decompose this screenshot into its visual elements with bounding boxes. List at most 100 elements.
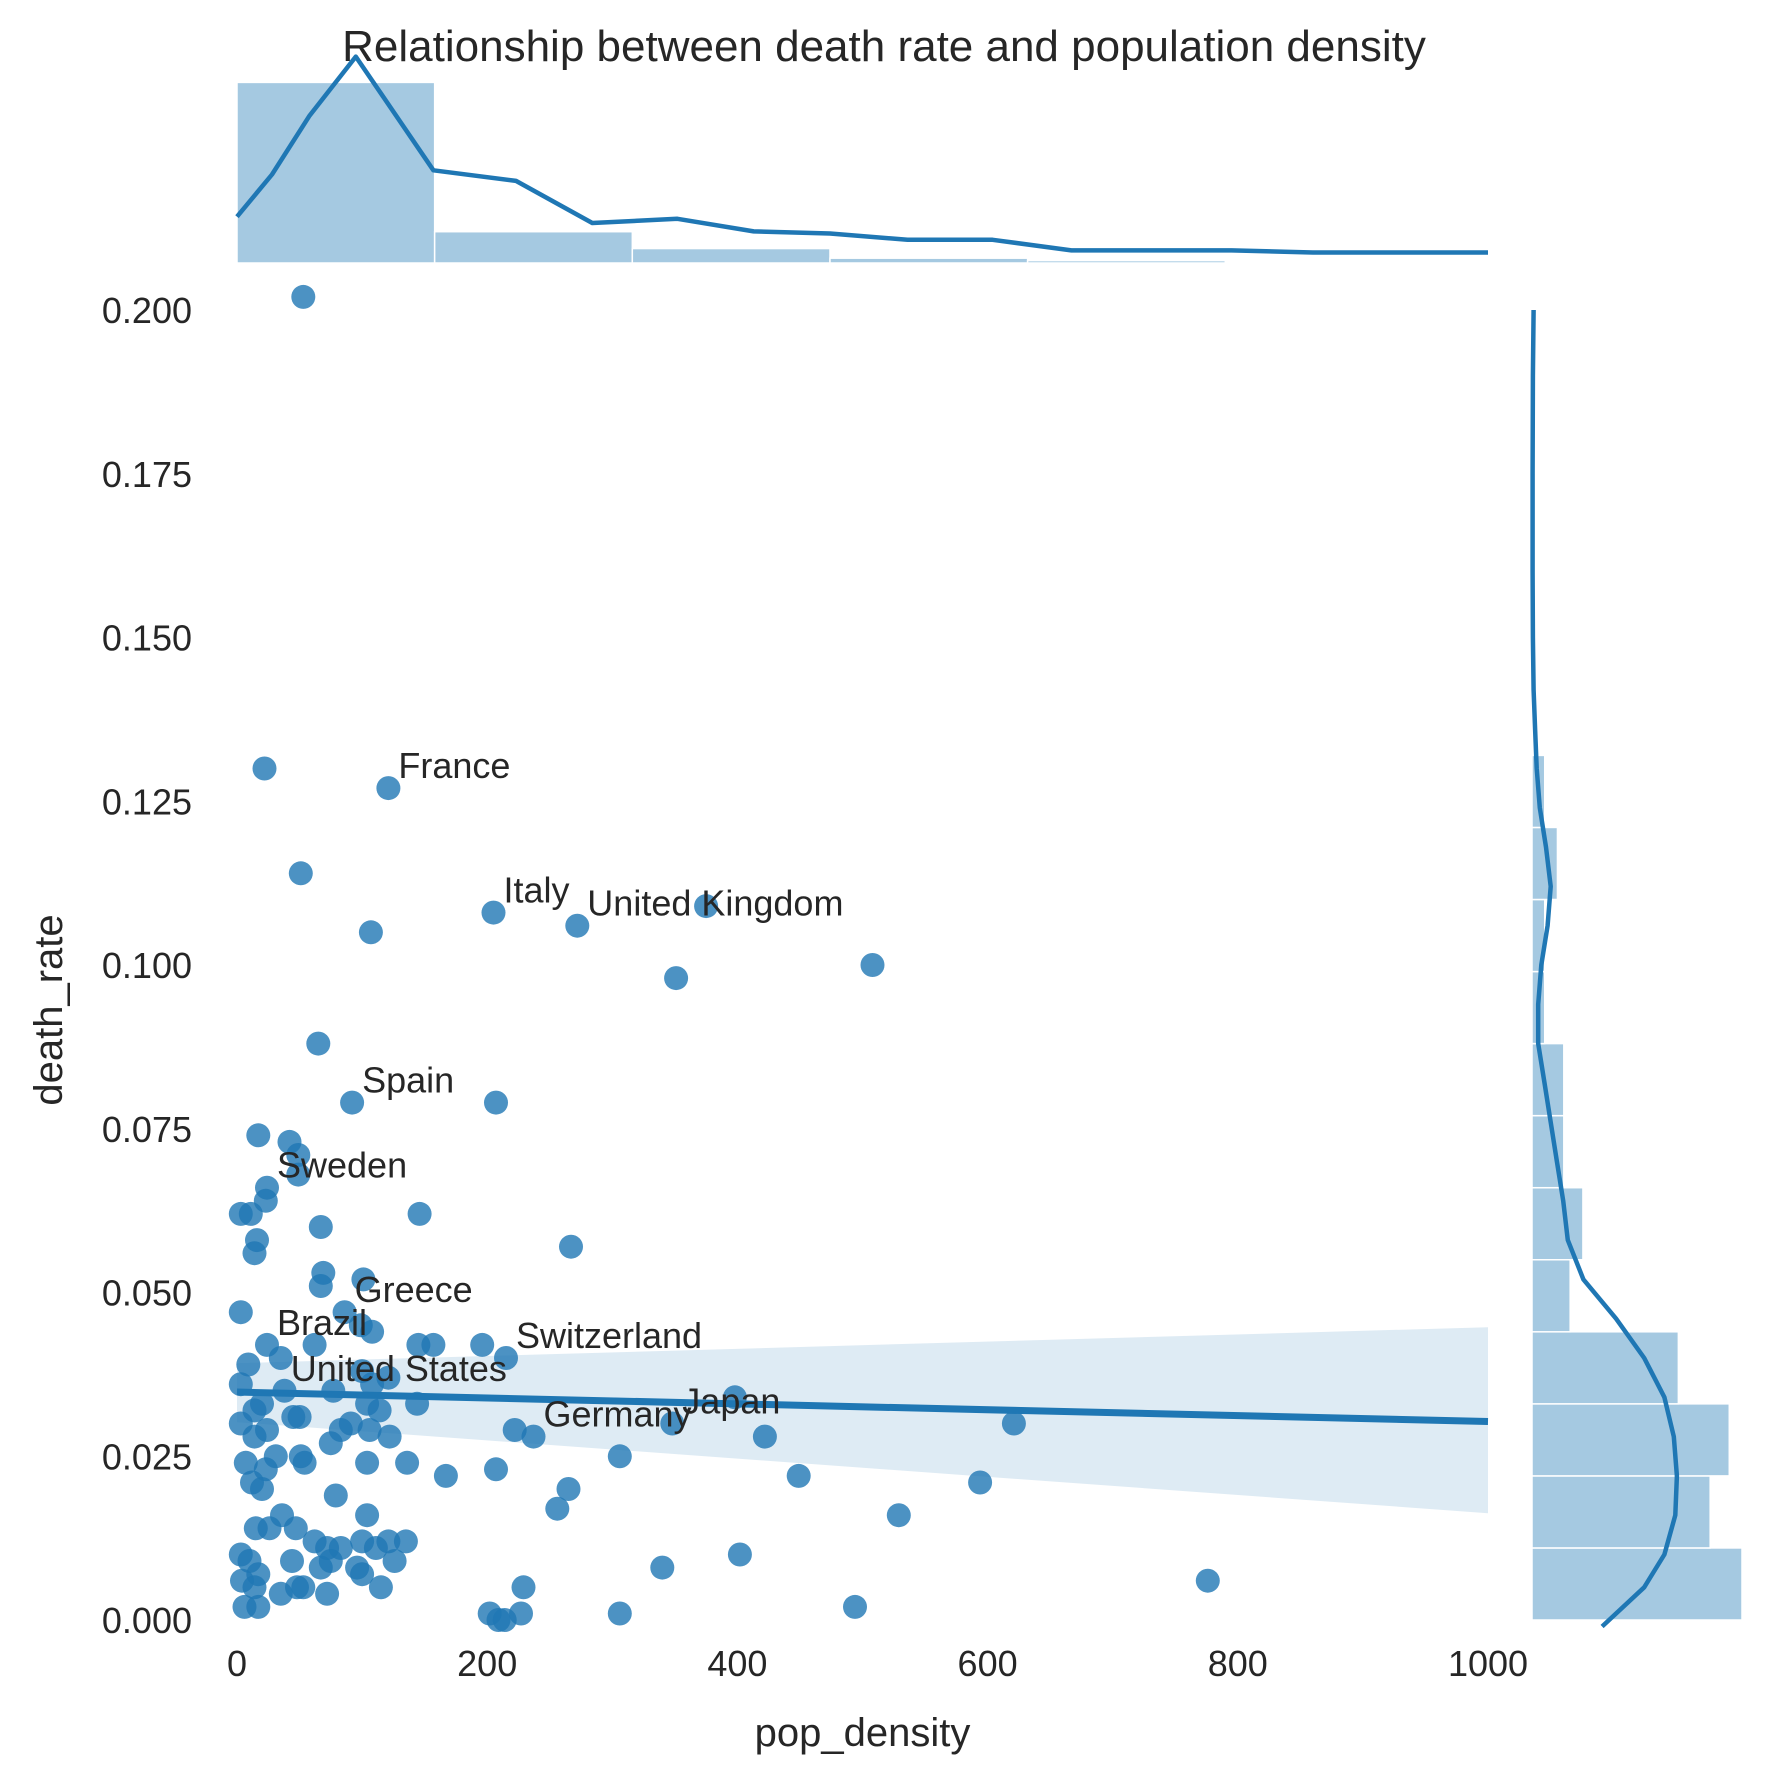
scatter-point [1195, 1568, 1220, 1593]
scatter-point [393, 1529, 418, 1554]
scatter-point [368, 1575, 393, 1600]
scatter-point [283, 1516, 308, 1541]
scatter-point [246, 1123, 271, 1148]
scatter-point [228, 1300, 253, 1325]
marginal-y-kde-line [1530, 309, 1680, 1629]
marginal-x-kde-line [235, 54, 1488, 255]
marginal-y-bar [1531, 1186, 1584, 1261]
scatter-point [1001, 1411, 1026, 1436]
annotation-label: Spain [362, 1060, 454, 1101]
x-tick-label: 600 [958, 1643, 1018, 1684]
scatter-point [286, 1143, 311, 1167]
scatter-point [786, 1463, 811, 1488]
annotation-label: Italy [504, 870, 570, 911]
scatter-point [302, 1332, 327, 1357]
scatter-point [360, 1319, 385, 1344]
scatter-point [492, 1608, 517, 1632]
annotation-label: United States [291, 1348, 507, 1389]
regression-confidence-band [237, 1327, 1488, 1514]
marginal-y-bar [1531, 1475, 1711, 1549]
scatter-point [306, 1031, 331, 1056]
scatter-point [433, 1463, 458, 1488]
scatter-point [843, 1594, 867, 1619]
x-tick-label: 400 [707, 1643, 767, 1684]
scatter-point [332, 1300, 357, 1325]
scatter-point [291, 284, 316, 309]
annotation-label: Germany [544, 1394, 692, 1435]
y-tick-label: 0.150 [102, 618, 192, 659]
y-tick-label: 0.025 [102, 1436, 192, 1477]
scatter-point [607, 1444, 632, 1469]
scatter-point [556, 1477, 581, 1501]
y-tick-label: 0.075 [102, 1109, 192, 1150]
scatter-point [511, 1575, 536, 1600]
scatter-point [502, 1418, 527, 1442]
scatter-point [367, 1398, 392, 1423]
y-tick-label: 0.000 [102, 1600, 192, 1641]
scatter-point [233, 1450, 258, 1475]
scatter-point [694, 894, 719, 919]
scatter-point [355, 1450, 380, 1475]
scatter-point [350, 1562, 375, 1587]
x-tick-label: 1000 [1448, 1643, 1528, 1684]
scatter-point [280, 1549, 304, 1573]
scatter-point [315, 1581, 340, 1606]
chart-title: Relationship between death rate and popu… [342, 22, 1426, 71]
scatter-point [287, 1405, 312, 1429]
scatter-point [355, 1503, 380, 1528]
scatter-point [242, 1575, 267, 1600]
scatter-point [376, 776, 401, 801]
scatter-point [886, 1503, 911, 1528]
scatter-point [238, 1201, 263, 1226]
scatter-point [470, 1332, 495, 1357]
annotation-label: United Kingdom [587, 883, 843, 924]
marginal-x-bar [829, 257, 1029, 264]
scatter-point [268, 1346, 293, 1370]
scatter-point [242, 1424, 267, 1449]
scatter-point [250, 1477, 274, 1501]
scatter-point [382, 1549, 407, 1573]
marginal-x-bar [236, 81, 436, 264]
scatter-point [484, 1457, 508, 1482]
x-axis-label: pop_density [755, 1711, 971, 1755]
scatter-point [484, 1090, 508, 1115]
annotation-label: France [398, 745, 510, 786]
marginal-y-bar [1531, 1331, 1680, 1405]
y-tick-label: 0.125 [102, 781, 192, 822]
scatter-point [340, 1090, 365, 1115]
scatter-point [360, 1372, 385, 1397]
scatter-point [727, 1542, 752, 1567]
annotation-label: Greece [355, 1269, 473, 1310]
scatter-point [363, 1536, 388, 1560]
scatter-point [358, 920, 383, 945]
annotation-label: Sweden [277, 1145, 407, 1186]
y-axis-label: death_rate [27, 914, 71, 1105]
regression-line [236, 1388, 1489, 1426]
scatter-point [351, 1267, 376, 1292]
scatter-point [377, 1424, 402, 1449]
y-tick-label: 0.200 [102, 290, 192, 331]
marginal-x-bar [433, 230, 634, 264]
scatter-point [323, 1483, 348, 1508]
scatter-point [395, 1450, 420, 1475]
scatter-point [481, 900, 506, 925]
scatter-point [752, 1424, 777, 1449]
scatter-point [565, 913, 590, 938]
scatter-point [545, 1496, 570, 1521]
marginal-y-bar [1531, 1547, 1743, 1621]
y-tick-label: 0.175 [102, 454, 192, 495]
scatter-point [288, 861, 313, 886]
marginal-y-bar [1531, 1403, 1731, 1477]
annotation-label: Brazil [277, 1302, 367, 1343]
scatter-point [246, 1594, 271, 1619]
scatter-point [236, 1352, 261, 1377]
y-tick-label: 0.050 [102, 1273, 192, 1314]
scatter-point [664, 966, 689, 991]
scatter-point [308, 1274, 333, 1298]
marginal-y-bar [1531, 1259, 1571, 1333]
x-tick-label: 800 [1208, 1643, 1268, 1684]
scatter-point [291, 1575, 316, 1600]
annotation-label: Switzerland [516, 1315, 702, 1356]
scatter-point [559, 1234, 583, 1259]
